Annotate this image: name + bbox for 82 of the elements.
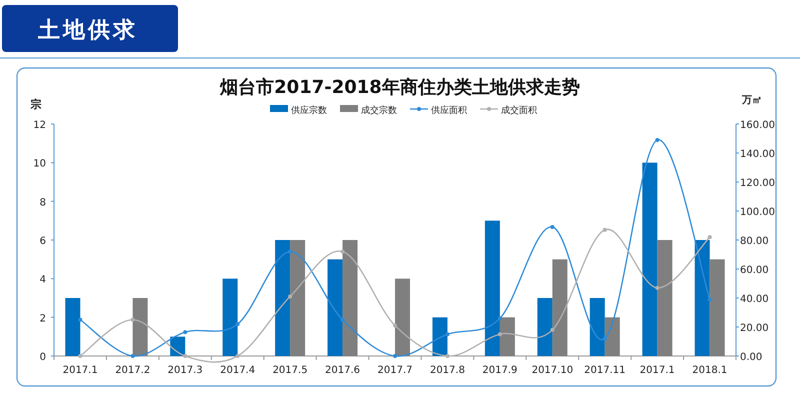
y2-tick-label: 80.00 (740, 236, 769, 247)
bar (552, 259, 568, 356)
bar (694, 240, 710, 356)
y2-tick-label: 100.00 (740, 207, 775, 218)
bar (642, 162, 658, 356)
point (708, 297, 712, 302)
y-tick-label: 6 (40, 236, 46, 247)
x-tick-label: 2017.1 (640, 365, 675, 376)
x-tick-label: 2017.2 (115, 365, 150, 376)
bar (395, 278, 410, 356)
bar (328, 259, 343, 356)
point (602, 228, 607, 232)
y-tick-label: 0 (40, 352, 46, 363)
bar (657, 240, 672, 356)
legend-label: 供应宗数 (291, 105, 327, 116)
y-tick-label: 10 (33, 158, 46, 170)
bar (222, 278, 238, 356)
point (183, 354, 188, 358)
x-tick-label: 2017.6 (325, 365, 360, 376)
point (393, 354, 397, 358)
y2-tick-label: 40.00 (740, 294, 769, 305)
bar (604, 317, 620, 356)
x-tick-label: 2017.4 (220, 365, 256, 376)
x-tick-label: 2017.11 (584, 365, 626, 376)
x-tick-label: 2017.7 (378, 365, 412, 376)
y2-tick-label: 120.00 (740, 178, 775, 189)
point (498, 316, 502, 320)
y2-tick-label: 160.00 (740, 120, 775, 131)
point (708, 235, 712, 240)
y2-axis-title: 万㎡ (741, 95, 762, 106)
point (288, 294, 292, 299)
x-tick-label: 2017.3 (168, 365, 203, 376)
y-tick-label: 12 (33, 120, 46, 131)
point (78, 318, 82, 322)
point (288, 250, 292, 254)
bar (537, 298, 552, 356)
bar (432, 317, 448, 356)
y-tick-label: 4 (40, 274, 46, 286)
point (236, 354, 240, 358)
point (130, 318, 135, 322)
point (130, 354, 135, 358)
point (602, 336, 607, 341)
bar (290, 240, 306, 356)
point (550, 328, 554, 332)
x-tick-label: 2017.8 (430, 365, 465, 376)
point (393, 324, 397, 328)
y-tick-label: 8 (40, 197, 46, 208)
legend-label: 供应面积 (431, 105, 467, 116)
point (183, 330, 188, 334)
point (550, 224, 554, 229)
x-tick-label: 2017.5 (272, 365, 308, 376)
bar (275, 240, 290, 356)
bar (500, 317, 515, 356)
point (655, 286, 660, 290)
bar (590, 298, 605, 356)
point (236, 322, 240, 326)
legend-label: 成交宗数 (361, 105, 397, 116)
x-tick-label: 2017.9 (482, 365, 518, 376)
point (498, 332, 502, 336)
bar (65, 298, 80, 356)
x-tick-label: 2017.10 (532, 365, 574, 376)
y2-tick-label: 0.00 (740, 352, 762, 363)
point (655, 138, 660, 142)
chart-title: 烟台市2017-2018年商住办类土地供求走势 (219, 77, 580, 98)
y2-tick-label: 60.00 (740, 265, 769, 276)
x-tick-label: 2018.1 (692, 365, 728, 376)
y-tick-label: 2 (40, 313, 46, 324)
y-axis-title: 宗 (30, 98, 42, 111)
y2-tick-label: 140.00 (740, 149, 775, 160)
point (78, 354, 82, 358)
bar (132, 298, 148, 356)
point (340, 250, 345, 254)
bar (710, 259, 725, 356)
point (340, 318, 345, 322)
bar (342, 240, 358, 356)
legend-label: 成交面积 (501, 105, 537, 116)
x-tick-label: 2017.1 (62, 365, 98, 376)
point (445, 354, 450, 358)
text: 土地供求 (37, 18, 138, 43)
bar (484, 220, 500, 356)
y2-tick-label: 20.00 (740, 323, 769, 334)
point (445, 332, 450, 336)
